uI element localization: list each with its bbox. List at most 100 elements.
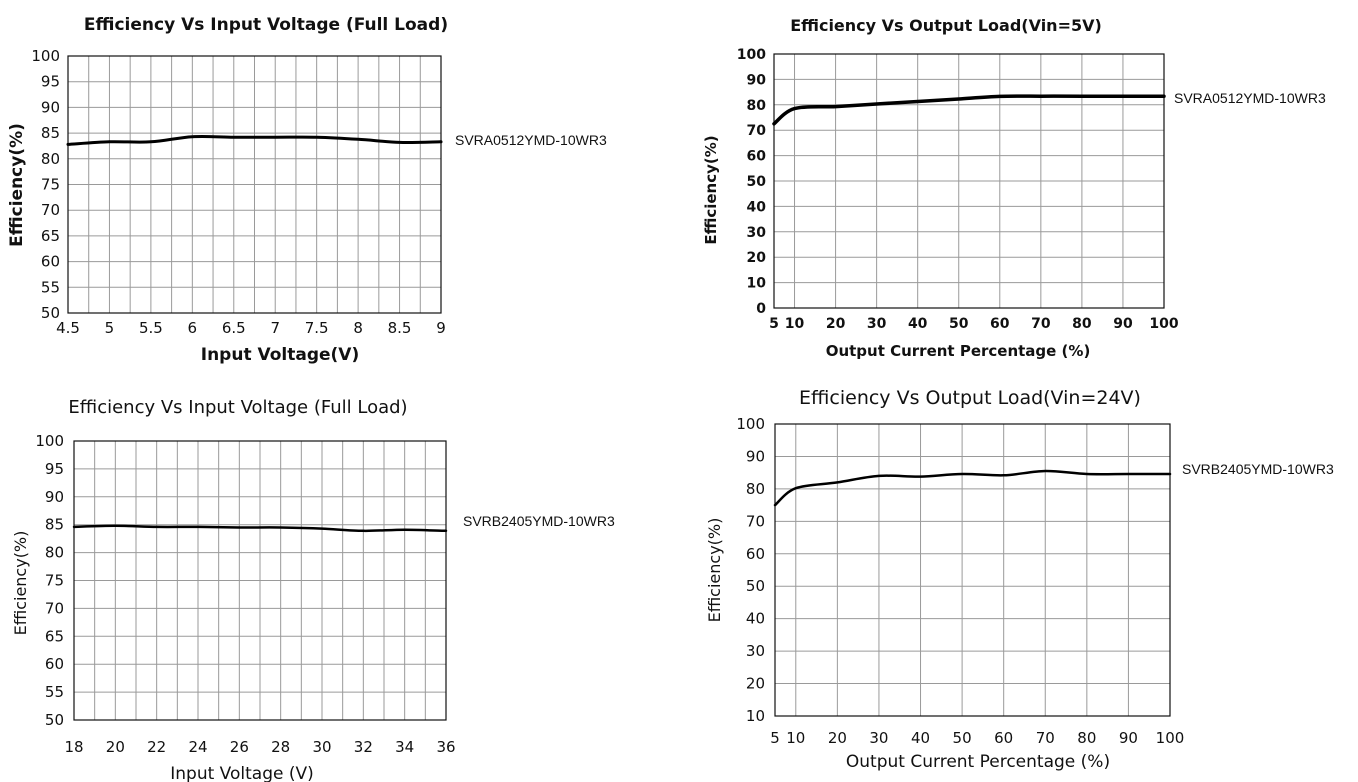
chart-4-y-tick-label: 60 xyxy=(746,545,765,563)
chart-2-y-tick-label: 20 xyxy=(747,250,767,266)
chart-3-y-tick-label: 65 xyxy=(45,627,64,645)
chart-4-x-tick-label: 60 xyxy=(994,729,1013,747)
chart-3-x-tick-label: 36 xyxy=(436,738,455,756)
chart-1-y-axis-label: Efficiency(%) xyxy=(7,123,27,247)
chart-1-x-tick-label: 5.5 xyxy=(139,319,163,337)
chart-3-series-label: SVRB2405YMD-10WR3 xyxy=(463,513,615,529)
chart-2-y-tick-label: 80 xyxy=(747,98,767,114)
chart-2-series-line xyxy=(772,94,1166,126)
chart-1: Efficiency Vs Input Voltage (Full Load) 4… xyxy=(7,15,607,365)
chart-4-series-line xyxy=(773,469,1172,507)
chart-4-x-tick-label: 20 xyxy=(828,729,847,747)
chart-3-x-tick-label: 22 xyxy=(147,738,166,756)
chart-1-title: Efficiency Vs Input Voltage (Full Load) xyxy=(84,15,448,35)
chart-3-y-tick-label: 85 xyxy=(45,516,64,534)
chart-1-plot-frame xyxy=(67,55,442,314)
chart-3-y-tick-label: 70 xyxy=(45,599,64,617)
chart-2-x-tick-label: 90 xyxy=(1113,316,1133,332)
chart-2-x-tick-label: 5 xyxy=(769,316,779,332)
chart-4-x-tick-label: 100 xyxy=(1156,729,1185,747)
chart-2-x-tick-label: 30 xyxy=(867,316,887,332)
chart-1-y-tick-label: 100 xyxy=(31,47,60,65)
chart-3-x-tick-label: 20 xyxy=(106,738,125,756)
chart-4-x-tick-label: 5 xyxy=(770,729,780,747)
chart-4-y-tick-label: 50 xyxy=(746,577,765,595)
chart-1-x-tick-label: 4.5 xyxy=(56,319,80,337)
chart-4-y-tick-label: 100 xyxy=(736,415,765,433)
chart-3-x-tick-label: 28 xyxy=(271,738,290,756)
chart-3-x-tick-label: 34 xyxy=(395,738,414,756)
chart-1-x-tick-label: 5 xyxy=(105,319,115,337)
chart-1-x-tick-label: 7.5 xyxy=(305,319,329,337)
chart-1-series-line xyxy=(66,134,443,146)
chart-3-y-tick-label: 50 xyxy=(45,711,64,729)
chart-4-y-tick-label: 20 xyxy=(746,675,765,693)
chart-2-x-tick-label: 10 xyxy=(785,316,805,332)
chart-1-y-tick-label: 60 xyxy=(41,253,60,271)
chart-4: Efficiency Vs Output Load(Vin=24V) 5 10 20 3… xyxy=(705,387,1334,772)
chart-2-x-tick-label: 100 xyxy=(1149,316,1178,332)
chart-3-x-tick-label: 32 xyxy=(354,738,373,756)
chart-4-x-tick-label: 70 xyxy=(1036,729,1055,747)
chart-1-x-tick-label: 6 xyxy=(188,319,198,337)
chart-4-x-tick-label: 30 xyxy=(869,729,888,747)
chart-2: Efficiency Vs Output Load(Vin=5V) 5 10 20 30… xyxy=(702,16,1326,360)
chart-3-y-tick-label: 90 xyxy=(45,488,64,506)
chart-2-y-tick-label: 50 xyxy=(747,174,767,190)
chart-3-x-tick-label: 18 xyxy=(64,738,83,756)
chart-1-series-label: SVRA0512YMD-10WR3 xyxy=(455,132,607,148)
chart-3-y-tick-label: 80 xyxy=(45,544,64,562)
chart-4-x-tick-label: 80 xyxy=(1077,729,1096,747)
chart-1-y-tick-label: 75 xyxy=(41,176,60,194)
chart-2-x-tick-label: 20 xyxy=(826,316,846,332)
chart-4-y-tick-label: 70 xyxy=(746,512,765,530)
chart-3-y-axis-label: Efficiency(%) xyxy=(11,531,30,636)
chart-1-y-tick-label: 55 xyxy=(41,278,60,296)
chart-2-y-tick-label: 30 xyxy=(747,225,767,241)
chart-1-y-tick-label: 80 xyxy=(41,150,60,168)
chart-2-x-tick-label: 40 xyxy=(908,316,928,332)
chart-3-x-axis-label: Input Voltage (V) xyxy=(170,764,314,782)
chart-1-y-tick-label: 65 xyxy=(41,227,60,245)
chart-2-x-axis-label: Output Current Percentage (%) xyxy=(826,342,1091,360)
chart-4-y-tick-label: 90 xyxy=(746,447,765,465)
chart-2-series-label: SVRA0512YMD-10WR3 xyxy=(1174,90,1326,106)
chart-4-x-tick-label: 10 xyxy=(786,729,805,747)
chart-1-x-axis-label: Input Voltage(V) xyxy=(201,345,359,365)
chart-3: Efficiency Vs Input Voltage (Full Load)1… xyxy=(11,397,615,782)
chart-4-series-label: SVRB2405YMD-10WR3 xyxy=(1182,461,1334,477)
chart-2-y-tick-label: 40 xyxy=(747,199,767,215)
chart-2-y-tick-label: 70 xyxy=(747,123,767,139)
chart-1-x-tick-label: 9 xyxy=(436,319,446,337)
chart-4-plot-frame xyxy=(774,423,1171,717)
chart-2-x-tick-label: 80 xyxy=(1072,316,1092,332)
chart-2-x-tick-label: 60 xyxy=(990,316,1010,332)
chart-3-series-line xyxy=(72,524,448,533)
chart-4-y-tick-label: 10 xyxy=(746,707,765,725)
chart-4-x-tick-label: 90 xyxy=(1119,729,1138,747)
chart-3-y-tick-label: 55 xyxy=(45,683,64,701)
chart-2-y-tick-label: 10 xyxy=(747,276,767,292)
chart-4-y-axis-label: Efficiency(%) xyxy=(705,518,724,623)
chart-3-title: Efficiency Vs Input Voltage (Full Load) xyxy=(68,397,407,418)
chart-4-y-tick-label: 80 xyxy=(746,480,765,498)
chart-2-x-tick-label: 70 xyxy=(1031,316,1051,332)
chart-4-y-tick-label: 40 xyxy=(746,610,765,628)
chart-1-y-tick-label: 95 xyxy=(41,73,60,91)
chart-3-y-tick-label: 95 xyxy=(45,460,64,478)
chart-2-y-tick-label: 0 xyxy=(756,301,766,317)
chart-4-title: Efficiency Vs Output Load(Vin=24V) xyxy=(799,387,1141,409)
chart-1-y-tick-label: 90 xyxy=(41,98,60,116)
chart-3-y-tick-label: 75 xyxy=(45,572,64,590)
chart-4-x-tick-label: 40 xyxy=(911,729,930,747)
chart-4-x-tick-label: 50 xyxy=(953,729,972,747)
chart-4-y-tick-label: 30 xyxy=(746,642,765,660)
chart-1-x-tick-label: 6.5 xyxy=(222,319,246,337)
chart-2-y-tick-label: 100 xyxy=(737,47,766,63)
chart-1-x-tick-label: 8.5 xyxy=(388,319,412,337)
chart-2-y-tick-label: 90 xyxy=(747,72,767,88)
chart-3-y-tick-label: 100 xyxy=(35,432,64,450)
chart-1-x-tick-label: 8 xyxy=(353,319,363,337)
chart-2-title: Efficiency Vs Output Load(Vin=5V) xyxy=(790,16,1102,35)
chart-3-y-tick-label: 60 xyxy=(45,655,64,673)
